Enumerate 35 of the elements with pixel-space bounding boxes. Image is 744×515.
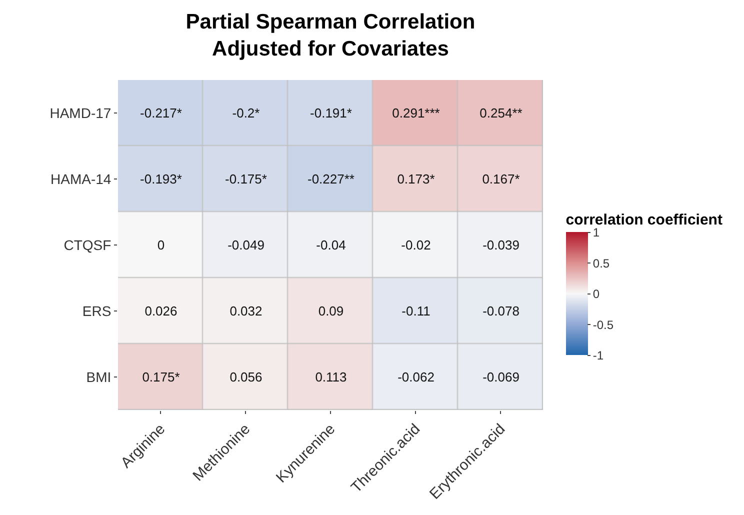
data-label: 0.167*: [482, 172, 520, 187]
data-label: -0.227**: [308, 172, 354, 187]
data-label: -0.04: [316, 238, 346, 253]
data-label: -0.193*: [140, 172, 182, 187]
data-label: -0.217*: [140, 106, 182, 121]
data-label: 0.291***: [392, 106, 440, 121]
color-bar-label: -1: [592, 348, 604, 363]
data-label: -0.078: [482, 304, 520, 319]
data-label: -0.2*: [232, 106, 260, 121]
data-label: -0.175*: [225, 172, 267, 187]
data-label: -0.191*: [310, 106, 352, 121]
y-tick-label: HAMA-14: [50, 170, 112, 187]
y-tick-label: ERS: [82, 302, 112, 319]
data-label: 0.173*: [397, 172, 435, 187]
data-label: 0.113: [315, 370, 347, 385]
data-label: -0.062: [398, 370, 434, 385]
data-label: -0.039: [482, 238, 520, 253]
data-label: 0.032: [230, 304, 262, 319]
data-label: -0.02: [401, 238, 431, 253]
data-label: 0.026: [144, 304, 178, 319]
data-label: 0.254**: [480, 106, 522, 121]
color-bar-label: 0.5: [592, 256, 610, 270]
y-tick-label: BMI: [86, 368, 112, 385]
color-bar-label: 0: [592, 287, 600, 302]
data-label: 0: [157, 238, 165, 253]
data-label: 0.175*: [142, 370, 180, 385]
chart-title: Partial Spearman Correlation Adjusted for Covariates: [186, 10, 476, 61]
color-bar-label: -0.5: [592, 318, 614, 332]
data-label: 0.056: [230, 370, 262, 385]
data-label: -0.069: [482, 370, 520, 385]
data-label: 0.09: [318, 304, 344, 319]
data-label: -0.11: [402, 304, 430, 319]
y-tick-label: HAMD-17: [50, 104, 112, 121]
data-label: -0.049: [228, 238, 264, 253]
y-tick-label: CTQSF: [64, 236, 112, 253]
